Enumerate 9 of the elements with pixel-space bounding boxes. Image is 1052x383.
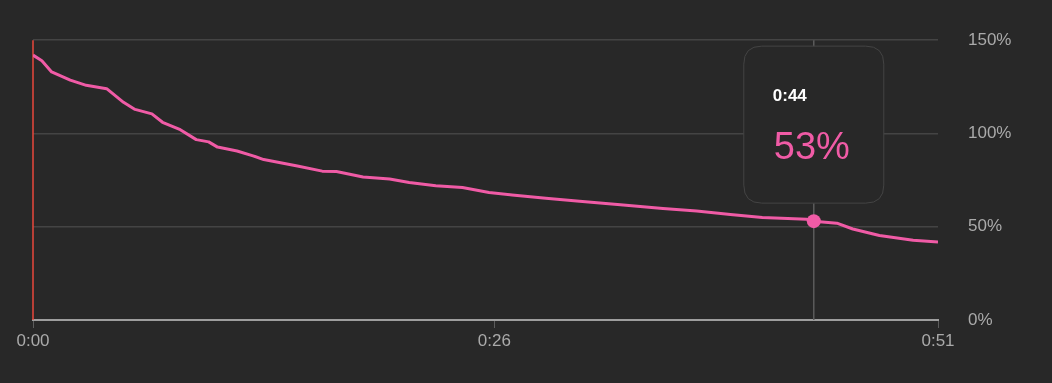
- annotation: 0:44: [772, 86, 808, 106]
- y-tick-label: 100%: [968, 123, 1012, 143]
- annotation: 53%: [773, 125, 850, 168]
- y-tick-label: 50%: [968, 216, 1003, 236]
- x-tick-label: 0:51: [921, 330, 955, 350]
- y-tick-label: 150%: [968, 29, 1012, 49]
- y-tick-label: 0%: [968, 309, 993, 329]
- x-tick-label: 0:26: [477, 330, 511, 350]
- x-tick-label: 0:00: [16, 330, 50, 350]
